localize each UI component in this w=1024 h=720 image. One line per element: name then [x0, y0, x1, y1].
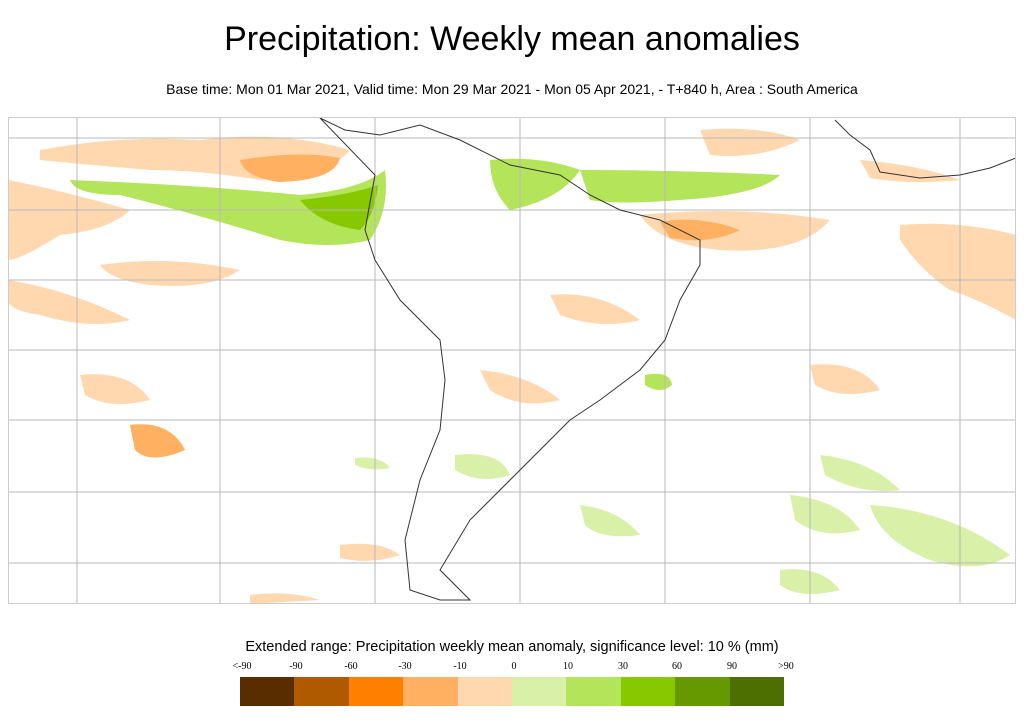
dry-anomaly-area — [240, 154, 340, 182]
dry-anomaly-area — [700, 128, 800, 156]
legend-tick: 0 — [511, 661, 517, 672]
wet-anomaly-area — [820, 455, 900, 491]
legend-colorbar — [240, 677, 784, 706]
dry-anomaly-area — [8, 180, 130, 260]
dry-anomaly-area — [810, 364, 880, 394]
south-america-outline — [319, 117, 701, 601]
legend-swatch — [511, 677, 567, 706]
legend-title: Extended range: Precipitation weekly mea… — [245, 639, 779, 655]
wet-anomaly-area — [580, 505, 640, 537]
legend-tick: -30 — [398, 661, 412, 672]
wet-anomaly-area — [70, 170, 386, 245]
legend-swatch — [566, 677, 621, 706]
legend-tick: >90 — [778, 661, 794, 672]
legend-tick: 30 — [618, 661, 628, 672]
anomaly-map — [8, 117, 1016, 604]
legend-swatch — [675, 677, 730, 706]
wet-anomaly-area — [300, 185, 378, 230]
coastlines — [319, 117, 1016, 601]
wet-anomaly-area — [790, 495, 860, 534]
dry-anomaly-area — [900, 223, 1016, 320]
legend-tick: -10 — [453, 661, 467, 672]
legend-swatch — [729, 677, 784, 706]
wet-anomaly-area — [455, 454, 510, 479]
legend-swatch — [403, 677, 458, 706]
subtitle: Base time: Mon 01 Mar 2021, Valid time: … — [166, 81, 858, 97]
dry-anomaly-area — [550, 294, 640, 324]
legend-swatch — [240, 677, 295, 706]
wet-anomaly-area — [355, 457, 390, 470]
legend-swatch — [457, 677, 512, 706]
graticule — [8, 117, 1016, 604]
wet-anomaly-area — [580, 170, 780, 203]
legend-tick: <-90 — [232, 661, 252, 672]
legend-ticks: <-90 -90 -60 -30 -10 0 10 30 60 90 >90 — [222, 661, 802, 675]
dry-anomaly-area — [130, 424, 185, 458]
legend-tick: -60 — [344, 661, 358, 672]
page-title: Precipitation: Weekly mean anomalies — [224, 20, 800, 58]
legend-tick: 90 — [727, 661, 737, 672]
africa-outline — [834, 119, 1016, 179]
legend-tick: 10 — [563, 661, 573, 672]
wet-anomaly-area — [870, 505, 1010, 567]
wet-anomaly-area — [490, 158, 580, 210]
dry-anomaly-area — [8, 280, 130, 324]
dry-anomaly-area — [250, 593, 320, 604]
dry-anomaly-area — [660, 219, 740, 241]
legend-swatch — [294, 677, 349, 706]
dry-anomaly-area — [80, 374, 150, 404]
legend-tick: -90 — [289, 661, 303, 672]
legend-tick: 60 — [672, 661, 682, 672]
legend-swatch — [348, 677, 404, 706]
legend-swatch — [620, 677, 676, 706]
anomaly-fields — [8, 128, 1016, 604]
dry-anomaly-area — [340, 543, 400, 561]
